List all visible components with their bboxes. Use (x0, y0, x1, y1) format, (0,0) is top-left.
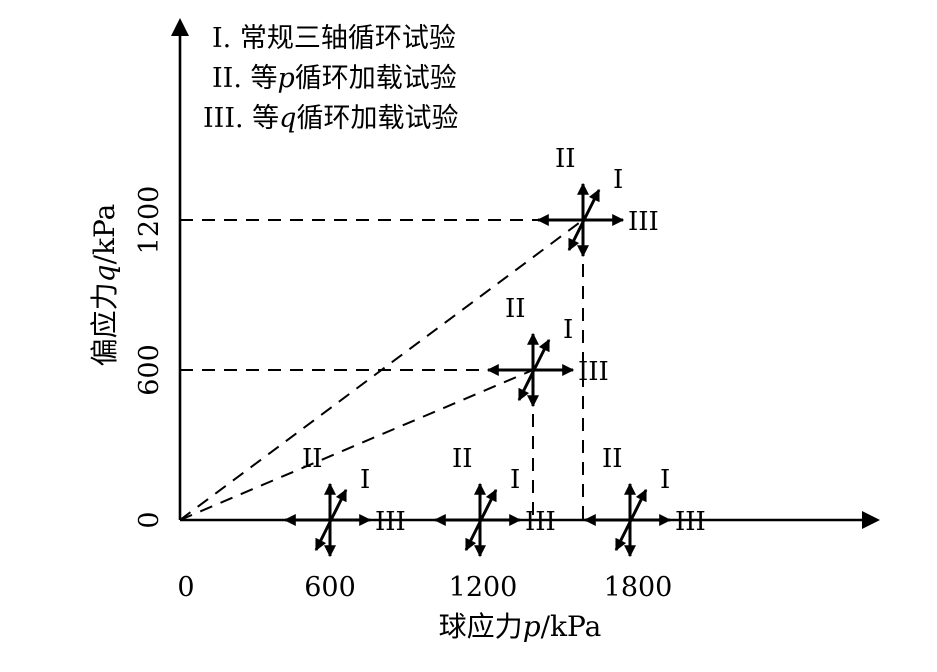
path-i-arrow (567, 188, 601, 252)
path-i-label: I (563, 315, 573, 345)
x-origin-tick: 0 (177, 572, 194, 603)
x-axis-title: 球应力p/kPa (439, 610, 602, 643)
path-i-label: I (360, 465, 370, 495)
x-axis-arrowhead (862, 511, 880, 529)
legend-item-3: III. 等q循环加载试验 (203, 103, 458, 134)
path-ii-label: II (602, 444, 623, 474)
y-axis-arrowhead (171, 18, 189, 36)
path-i-arrow (314, 488, 348, 552)
path-to-point-1400-600 (179, 369, 534, 521)
path-ii-label: II (555, 144, 576, 174)
path-iii-label: III (628, 207, 659, 237)
path-i-label: I (510, 465, 520, 495)
path-ii-label: II (452, 444, 473, 474)
legend-item-2: II. 等p循环加载试验 (212, 63, 457, 94)
legend-item-1: I. 常规三轴循环试验 (212, 23, 456, 54)
path-iii-label: III (578, 357, 609, 387)
path-iii-label: III (675, 507, 706, 537)
y-tick-600: 600 (134, 344, 165, 396)
path-iii-label: III (525, 507, 556, 537)
x-tick-1800: 1800 (604, 572, 673, 603)
x-tick-1200: 1200 (449, 572, 518, 603)
path-i-arrow (464, 488, 498, 552)
path-i-label: I (660, 465, 670, 495)
y-axis-title: 偏应力q/kPa (88, 204, 121, 367)
path-i-label: I (613, 165, 623, 195)
path-ii-label: II (505, 294, 526, 324)
x-tick-600: 600 (304, 572, 356, 603)
path-ii-label: II (302, 444, 323, 474)
path-to-point-1600-1200 (179, 219, 584, 521)
y-tick-1200: 1200 (134, 186, 165, 255)
path-i-arrow (517, 338, 551, 402)
y-origin-tick: 0 (134, 511, 165, 528)
path-i-arrow (614, 488, 648, 552)
path-iii-label: III (375, 507, 406, 537)
